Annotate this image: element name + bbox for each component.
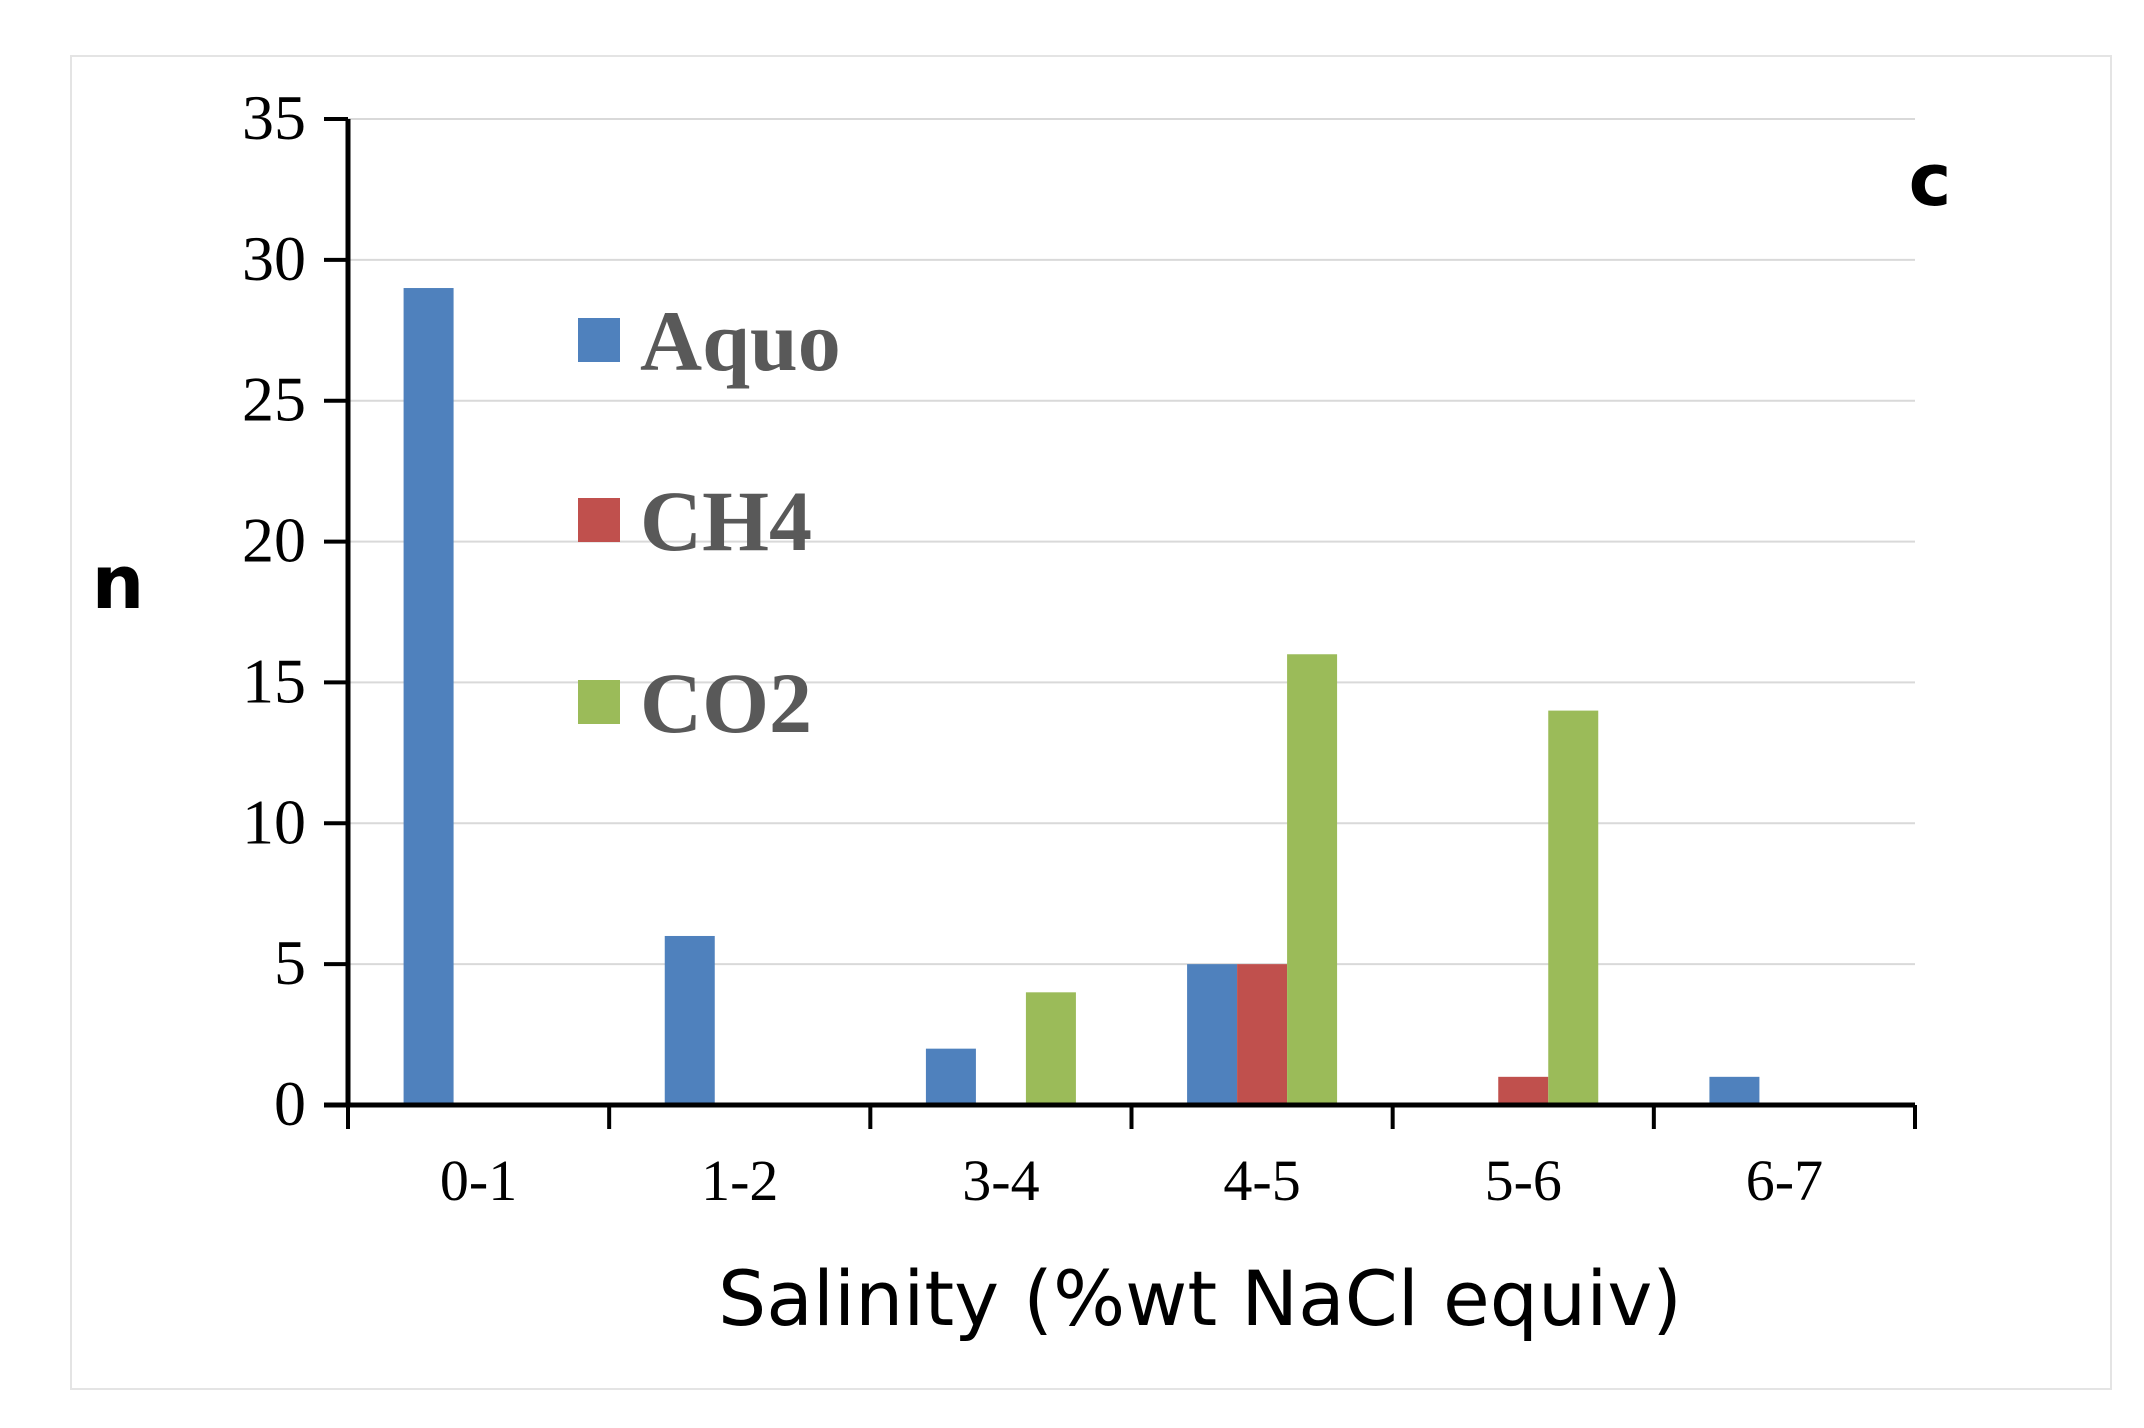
x-tick-label-4-5: 4-5 [1223,1148,1300,1213]
y-tick-label-30: 30 [242,223,306,294]
y-tick-label-25: 25 [242,364,306,435]
bar-ch4-4-5 [1237,964,1288,1105]
axes [324,117,1917,1129]
x-tick-label-3-4: 3-4 [962,1148,1039,1213]
bar-co2-3-4 [1025,992,1076,1105]
x-tick-label-1-2: 1-2 [701,1148,778,1213]
x-tick-label-6-7: 6-7 [1746,1148,1823,1213]
panel-label: c [1909,138,1952,222]
y-tick-label-0: 0 [274,1068,306,1139]
x-tick-label-0-1: 0-1 [440,1148,517,1213]
legend-label-co2: CO2 [640,655,812,751]
bar-aquo-0-1 [403,288,454,1105]
bars [403,288,1760,1105]
y-tick-label-10: 10 [242,786,306,857]
bar-co2-4-5 [1287,654,1338,1105]
y-tick-label-20: 20 [242,505,306,576]
y-tick-label-5: 5 [274,927,306,998]
tick-labels: 0 5 10 15 20 25 30 35 0-1 1-2 3-4 4-5 5-6 6-7 [242,82,1823,1213]
bar-aquo-1-2 [664,935,715,1105]
legend-swatch-ch4 [578,498,620,542]
legend-swatch-co2 [578,680,620,724]
y-axis-title: n [92,540,145,626]
bar-aquo-3-4 [925,1048,976,1105]
legend-label-aquo: Aquo [640,293,841,389]
x-tick-label-5-6: 5-6 [1485,1148,1562,1213]
legend-swatch-aquo [578,318,620,362]
bar-aquo-4-5 [1187,964,1238,1105]
bar-ch4-5-6 [1498,1076,1549,1105]
x-axis-title: Salinity (%wt NaCl equiv) [718,1254,1682,1343]
y-tick-label-15: 15 [242,645,306,716]
bar-aquo-6-7 [1709,1076,1760,1105]
gridlines [348,118,1915,966]
legend-label-ch4: CH4 [640,473,812,569]
y-tick-label-35: 35 [242,82,306,153]
bar-co2-5-6 [1548,710,1599,1105]
legend: Aquo CH4 CO2 [578,293,841,751]
